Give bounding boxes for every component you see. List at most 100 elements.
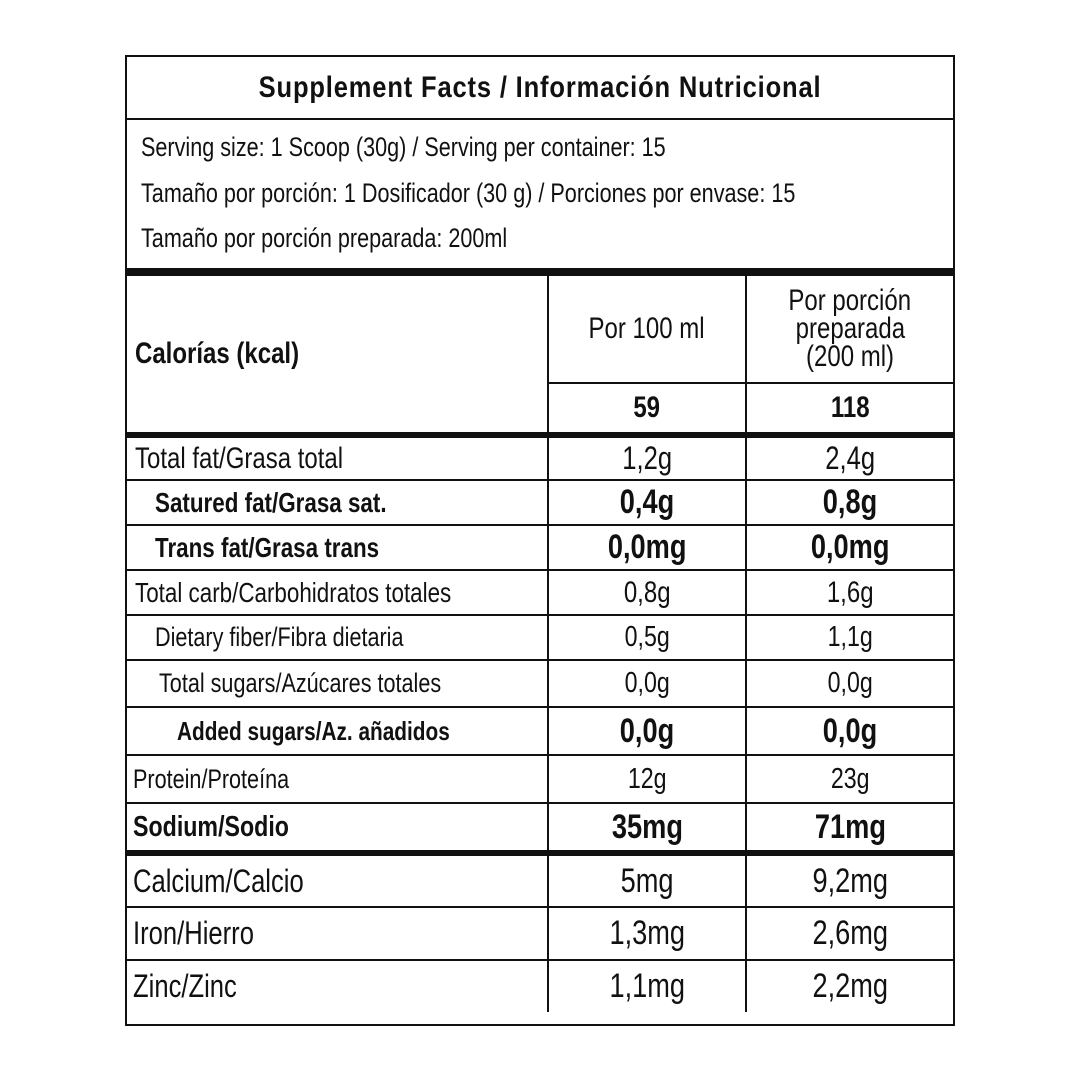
- nutrient-row: Total sugars/Azúcares totales 0,0g 0,0g: [127, 659, 953, 708]
- cell-text: 0,8g: [623, 575, 671, 609]
- nutrient-row: Dietary fiber/Fibra dietaria 0,5g 1,1g: [127, 614, 953, 661]
- value-per-100ml: 1,3mg: [547, 906, 747, 961]
- label-title: Supplement Facts / Información Nutricion…: [127, 57, 953, 120]
- nutrient-row: Zinc/Zinc 1,1mg 2,2mg: [127, 959, 953, 1012]
- nutrient-row: Trans fat/Grasa trans 0,0mg 0,0mg: [127, 524, 953, 571]
- cell-text: 2,4g: [825, 440, 875, 476]
- nutrient-label: Total fat/Grasa total: [127, 434, 549, 481]
- cell-text: 0,0mg: [607, 528, 687, 566]
- cell-text: 5mg: [620, 861, 674, 900]
- cell-text: 35mg: [611, 807, 683, 846]
- cell-text: 0,5g: [624, 621, 670, 653]
- calories-per-serving: 118: [745, 382, 953, 438]
- nutrient-label: Trans fat/Grasa trans: [127, 524, 549, 571]
- cell-text: 2,2mg: [812, 967, 888, 1005]
- value-per-serving: 9,2mg: [745, 852, 953, 908]
- cell-text: Total sugars/Azúcares totales: [159, 668, 442, 698]
- col-header-per-100ml: Por 100 ml: [547, 276, 747, 384]
- serving-text: Tamaño por porción preparada: 200ml: [141, 223, 508, 253]
- cell-text: Sodium/Sodio: [133, 810, 289, 843]
- value-per-serving: 1,1g: [745, 614, 953, 661]
- header-text: preparada: [795, 312, 905, 345]
- cell-text: 0,0g: [619, 711, 675, 750]
- value-per-100ml: 0,0g: [547, 659, 747, 708]
- nutrient-row: Added sugars/Az. añadidos 0,0g 0,0g: [127, 706, 953, 756]
- header-text: Por 100 ml: [588, 312, 706, 345]
- value-per-serving: 0,0g: [745, 659, 953, 708]
- value-per-100ml: 0,0g: [547, 706, 747, 756]
- nutrient-row: Satured fat/Grasa sat. 0,4g 0,8g: [127, 479, 953, 526]
- nutrient-label: Protein/Proteína: [127, 754, 549, 804]
- cell-text: 1,1mg: [609, 967, 685, 1005]
- cell-text: 1,1g: [827, 621, 873, 653]
- value-text: 118: [830, 391, 870, 424]
- cell-text: 0,0g: [822, 711, 878, 750]
- nutrient-row: Total fat/Grasa total 1,2g 2,4g: [127, 434, 953, 481]
- cell-text: 12g: [627, 762, 667, 795]
- cell-text: Iron/Hierro: [133, 915, 254, 951]
- nutrient-row: Calcium/Calcio 5mg 9,2mg: [127, 852, 953, 908]
- cell-text: 9,2mg: [812, 861, 888, 900]
- serving-size-en: Serving size: 1 Scoop (30g) / Serving pe…: [141, 132, 797, 163]
- nutrient-label: Zinc/Zinc: [127, 959, 549, 1012]
- nutrient-row: Protein/Proteína 12g 23g: [127, 754, 953, 804]
- value-per-serving: 2,6mg: [745, 906, 953, 961]
- value-per-100ml: 0,4g: [547, 479, 747, 526]
- cell-text: Zinc/Zinc: [133, 968, 237, 1004]
- cell-text: 1,2g: [622, 440, 672, 476]
- value-per-serving: 0,8g: [745, 479, 953, 526]
- serving-info: Serving size: 1 Scoop (30g) / Serving pe…: [127, 118, 953, 268]
- nutrient-label: Calcium/Calcio: [127, 852, 549, 908]
- value-per-100ml: 0,5g: [547, 614, 747, 661]
- value-per-serving: 0,0mg: [745, 524, 953, 571]
- nutrient-row: Iron/Hierro 1,3mg 2,6mg: [127, 906, 953, 961]
- cell-text: 1,3mg: [609, 914, 685, 952]
- header-text: (200 ml): [805, 340, 895, 373]
- nutrient-row: Sodium/Sodio 35mg 71mg: [127, 802, 953, 856]
- cell-text: 0,8g: [822, 483, 878, 521]
- cell-text: 23g: [830, 762, 870, 795]
- value-per-100ml: 35mg: [547, 802, 747, 856]
- value-per-100ml: 1,1mg: [547, 959, 747, 1012]
- cell-text: 2,6mg: [812, 914, 888, 952]
- cell-text: Calcium/Calcio: [133, 862, 304, 899]
- cell-text: Added sugars/Az. añadidos: [177, 715, 450, 746]
- value-per-serving: 71mg: [745, 802, 953, 856]
- calories-label-text: Calorías (kcal): [135, 337, 300, 370]
- serving-size-es: Tamaño por porción: 1 Dosificador (30 g)…: [141, 178, 959, 209]
- prepared-serving-size: Tamaño por porción preparada: 200ml: [141, 223, 599, 254]
- nutrient-label: Total sugars/Azúcares totales: [127, 659, 549, 708]
- supplement-facts-label: Supplement Facts / Información Nutricion…: [125, 55, 955, 1026]
- cell-text: 0,0g: [827, 667, 873, 699]
- serving-text: Serving size: 1 Scoop (30g) / Serving pe…: [141, 132, 666, 162]
- value-per-100ml: 1,2g: [547, 434, 747, 481]
- value-per-100ml: 5mg: [547, 852, 747, 908]
- divider-thick: [127, 268, 953, 276]
- cell-text: Total fat/Grasa total: [135, 441, 344, 475]
- value-per-serving: 0,0g: [745, 706, 953, 756]
- value-per-serving: 2,4g: [745, 434, 953, 481]
- header-text: Por porción: [788, 284, 912, 317]
- nutrient-label: Total carb/Carbohidratos totales: [127, 569, 549, 616]
- value-per-serving: 1,6g: [745, 569, 953, 616]
- value-per-100ml: 12g: [547, 754, 747, 804]
- value-per-100ml: 0,0mg: [547, 524, 747, 571]
- title-text: Supplement Facts / Información Nutricion…: [258, 70, 822, 104]
- cell-text: Trans fat/Grasa trans: [155, 531, 380, 563]
- nutrient-label: Sodium/Sodio: [127, 802, 549, 856]
- cell-text: Total carb/Carbohidratos totales: [135, 576, 452, 608]
- cell-text: 0,0mg: [810, 528, 890, 566]
- nutrient-label: Satured fat/Grasa sat.: [127, 479, 549, 526]
- cell-text: 0,4g: [619, 483, 675, 521]
- value-per-100ml: 0,8g: [547, 569, 747, 616]
- nutrition-table: Calorías (kcal) Por 100 ml Por porción p…: [127, 276, 953, 1012]
- serving-text: Tamaño por porción: 1 Dosificador (30 g)…: [141, 178, 796, 208]
- value-per-serving: 23g: [745, 754, 953, 804]
- nutrient-label: Dietary fiber/Fibra dietaria: [127, 614, 549, 661]
- cell-text: 1,6g: [826, 575, 874, 609]
- nutrient-label: Iron/Hierro: [127, 906, 549, 961]
- nutrient-row: Total carb/Carbohidratos totales 0,8g 1,6g: [127, 569, 953, 616]
- cell-text: 71mg: [814, 807, 886, 846]
- nutrient-label: Added sugars/Az. añadidos: [127, 706, 549, 756]
- cell-text: Satured fat/Grasa sat.: [155, 486, 387, 518]
